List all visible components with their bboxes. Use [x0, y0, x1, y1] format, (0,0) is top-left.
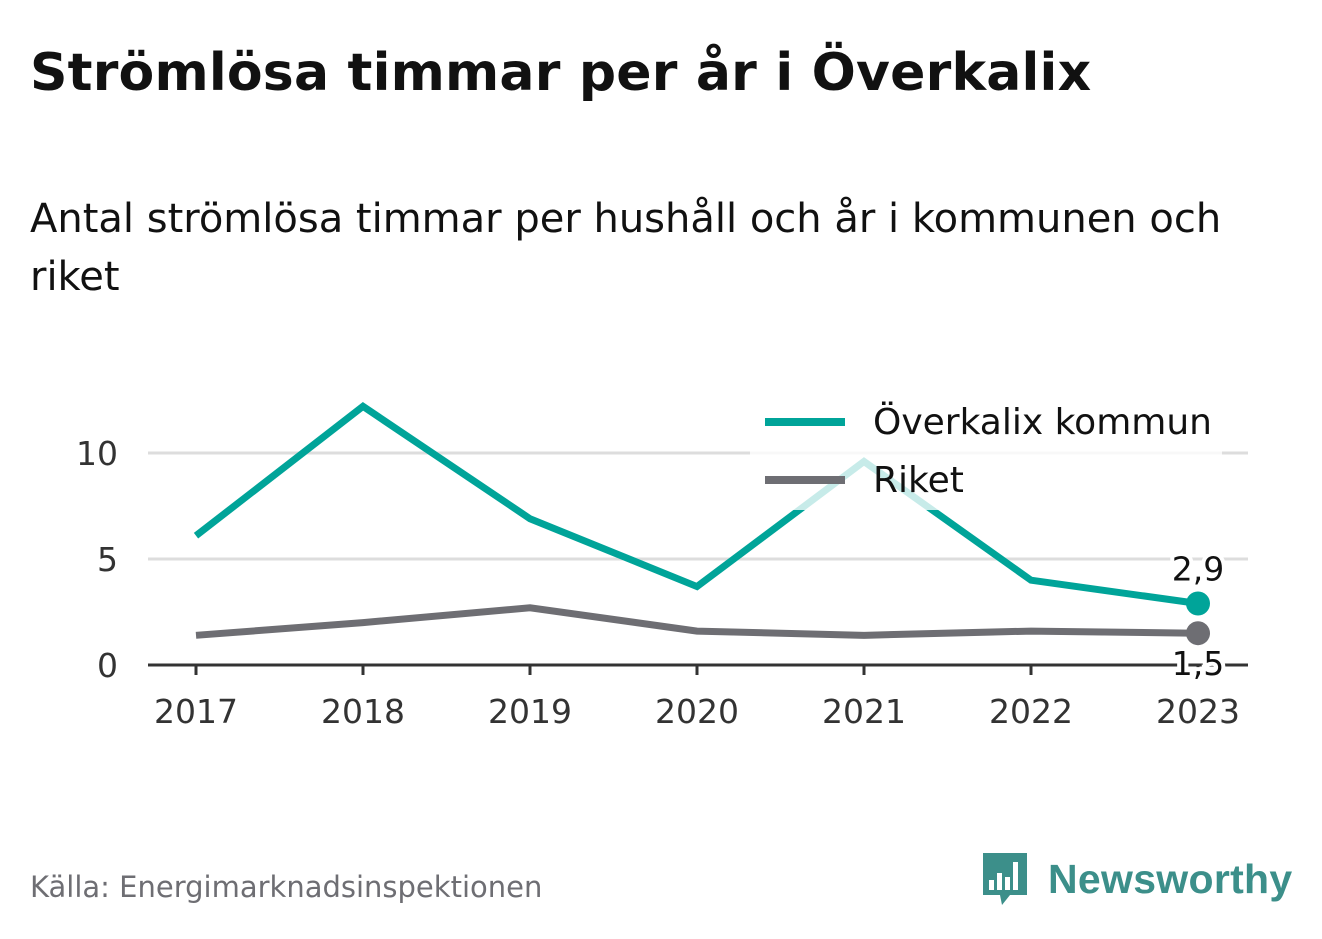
- x-tick-label: 2023: [1156, 692, 1240, 731]
- source-note: Källa: Energimarknadsinspektionen: [30, 870, 543, 904]
- newsworthy-logo: Newsworthy: [980, 850, 1293, 908]
- legend-label: Överkalix kommun: [873, 401, 1212, 443]
- x-axis: 2017 2018 2019 2020 2021 2022 2023: [148, 663, 1248, 731]
- x-tick-label: 2018: [321, 692, 405, 731]
- x-tick-label: 2020: [655, 692, 739, 731]
- x-tick-label: 2022: [989, 692, 1073, 731]
- bar-chart-logo-icon: [983, 853, 1027, 905]
- series-lines: [193, 402, 1210, 646]
- chart-title: Strömlösa timmar per år i Överkalix: [30, 43, 1092, 103]
- series-end-point-1: [1186, 591, 1210, 616]
- y-axis-tick-labels: 0 5 10: [76, 434, 118, 685]
- end-value-label: 2,9: [1172, 550, 1224, 589]
- end-value-labels: 2,9 1,5: [1168, 546, 1228, 688]
- line-chart: 0 5 10 2017 2018 2019 2020 2021 2022 2023 Överka…: [76, 392, 1248, 731]
- chart-subtitle: Antal strömlösa timmar per hushåll och å…: [30, 196, 1222, 300]
- series-line-2: [195, 604, 1199, 639]
- x-tick-label: 2019: [488, 692, 572, 731]
- x-tick-label: 2017: [154, 692, 238, 731]
- series-end-point-2: [1186, 621, 1210, 646]
- brand-name: Newsworthy: [1048, 855, 1293, 902]
- legend: Överkalix kommun Riket: [750, 392, 1222, 510]
- y-tick-label: 10: [76, 434, 118, 473]
- y-tick-label: 0: [97, 646, 118, 685]
- x-tick-label: 2021: [822, 692, 906, 731]
- y-tick-label: 5: [97, 540, 118, 579]
- legend-label: Riket: [873, 460, 964, 501]
- legend-background: [750, 392, 1222, 510]
- end-value-label: 1,5: [1172, 644, 1224, 683]
- series-line-1: [193, 402, 1199, 607]
